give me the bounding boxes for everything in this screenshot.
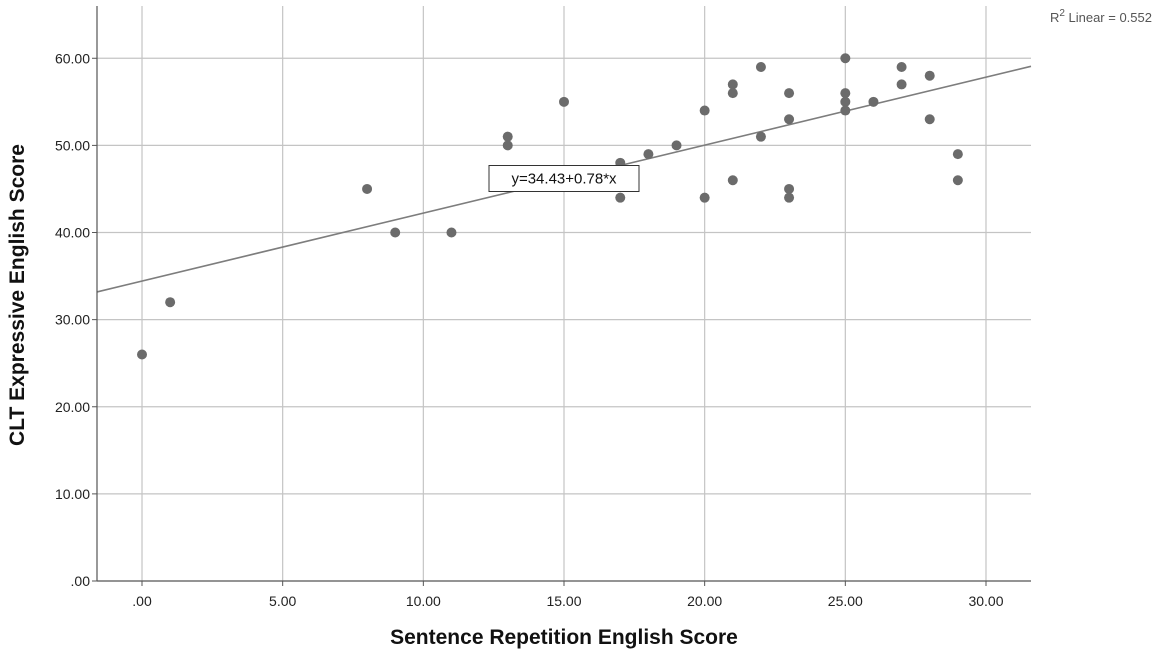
- data-point: [755, 131, 766, 142]
- tick-labels: .00 5.00 10.00 15.00 20.00 25.00 30.00 .00 10.00…: [55, 50, 1004, 609]
- data-point: [502, 131, 513, 142]
- data-point: [896, 79, 907, 90]
- data-point: [784, 88, 795, 99]
- r-squared-prefix: R: [1050, 10, 1059, 25]
- r-squared-value: Linear = 0.552: [1065, 10, 1152, 25]
- data-point: [671, 140, 682, 151]
- data-point: [446, 227, 457, 238]
- data-point: [868, 96, 879, 107]
- equation-box: [488, 165, 640, 192]
- y-axis-title: CLT Expressive English Score: [6, 144, 29, 446]
- x-tick-label: .00: [132, 593, 152, 609]
- data-point: [643, 149, 654, 160]
- data-point: [362, 183, 373, 194]
- x-tick-label: 30.00: [968, 593, 1003, 609]
- x-tick-label: 20.00: [687, 593, 722, 609]
- data-point: [559, 96, 569, 107]
- data-point: [952, 175, 963, 186]
- data-point: [727, 79, 738, 90]
- x-tick-label: 25.00: [828, 593, 863, 609]
- data-points: [137, 53, 963, 360]
- y-tick-label: .00: [71, 573, 91, 589]
- y-tick-label: 50.00: [55, 137, 90, 153]
- data-point: [924, 114, 935, 125]
- data-point: [137, 349, 148, 360]
- y-tick-label: 40.00: [55, 225, 90, 241]
- x-axis-title: Sentence Repetition English Score: [390, 626, 738, 649]
- y-tick-label: 30.00: [55, 312, 90, 328]
- data-point: [784, 114, 795, 125]
- data-point: [755, 61, 766, 72]
- x-tick-label: 5.00: [269, 593, 296, 609]
- data-point: [390, 227, 401, 238]
- data-point: [952, 149, 963, 160]
- y-tick-label: 60.00: [55, 50, 90, 66]
- data-point: [840, 105, 851, 116]
- data-point: [840, 88, 851, 99]
- grid-lines: [97, 6, 1031, 581]
- data-point: [699, 105, 710, 116]
- data-point: [727, 88, 738, 99]
- data-point: [924, 70, 935, 81]
- x-tick-label: 15.00: [546, 593, 581, 609]
- x-tick-label: 10.00: [406, 593, 441, 609]
- data-point: [840, 53, 851, 64]
- data-point: [840, 96, 851, 107]
- r-squared-superscript: 2: [1059, 8, 1065, 19]
- axes: [92, 6, 1031, 586]
- equation-label: y=34.43+0.78*x: [511, 171, 617, 188]
- r-squared-label: R2 Linear = 0.552: [1050, 8, 1152, 25]
- data-point: [727, 175, 738, 186]
- data-point: [784, 183, 795, 194]
- y-tick-label: 20.00: [55, 399, 90, 415]
- annotations: y=34.43+0.78*x R2 Linear = 0.552: [488, 8, 1152, 192]
- data-point: [896, 61, 907, 72]
- y-tick-label: 10.00: [55, 486, 90, 502]
- data-point: [502, 140, 513, 151]
- data-point: [165, 297, 176, 308]
- data-point: [699, 192, 710, 203]
- data-point: [615, 192, 626, 203]
- data-point: [784, 192, 795, 203]
